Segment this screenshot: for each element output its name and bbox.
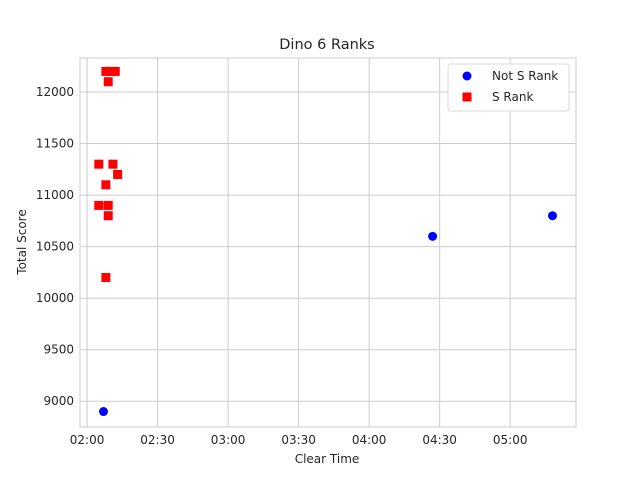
s-rank-point: [94, 159, 104, 169]
s-rank-point: [103, 77, 113, 87]
x-tick-label: 04:00: [352, 433, 387, 447]
s-rank-point: [94, 200, 104, 210]
y-tick-label: 9000: [43, 394, 74, 408]
s-rank-point: [113, 169, 123, 179]
not-s-rank-point: [428, 231, 438, 241]
y-tick-labels: 9000 9500 10000 10500 11000 11500 12000: [36, 85, 74, 408]
not-s-rank-point: [99, 407, 109, 417]
legend-marker-not-s-rank: [462, 71, 472, 81]
data-points: [94, 66, 557, 417]
s-rank-point: [103, 200, 113, 210]
legend-marker-s-rank: [462, 92, 472, 102]
x-tick-label: 05:00: [493, 433, 528, 447]
x-tick-label: 02:00: [70, 433, 105, 447]
y-tick-label: 10500: [36, 240, 74, 254]
legend-box: [447, 63, 570, 112]
plot-area: 02:00 02:30 03:00 03:30 04:00 04:30 05:00 9000…: [36, 57, 577, 447]
y-axis-label: Total Score: [15, 209, 29, 275]
x-tick-label: 04:30: [422, 433, 457, 447]
plot-background: [79, 57, 577, 428]
y-tick-label: 9500: [43, 343, 74, 357]
legend: Not S Rank S Rank: [447, 63, 570, 112]
s-rank-point: [101, 273, 111, 283]
s-rank-point: [108, 159, 118, 169]
y-tick-label: 10000: [36, 291, 74, 305]
s-rank-point: [101, 66, 111, 76]
x-tick-label: 03:00: [211, 433, 246, 447]
legend-label-s-rank: S Rank: [492, 90, 533, 104]
x-tick-label: 03:30: [281, 433, 316, 447]
legend-label-not-s-rank: Not S Rank: [492, 69, 558, 83]
x-tick-label: 02:30: [140, 433, 175, 447]
y-tick-label: 11000: [36, 188, 74, 202]
y-tick-label: 12000: [36, 85, 74, 99]
s-rank-point: [110, 66, 120, 76]
y-tick-label: 11500: [36, 137, 74, 151]
s-rank-point: [106, 66, 116, 76]
s-rank-point: [101, 180, 111, 190]
chart-title: Dino 6 Ranks: [279, 37, 374, 53]
s-rank-point: [103, 211, 113, 221]
x-axis-label: Clear Time: [295, 452, 360, 466]
not-s-rank-point: [547, 211, 557, 221]
x-tick-labels: 02:00 02:30 03:00 03:30 04:00 04:30 05:00: [70, 433, 528, 447]
